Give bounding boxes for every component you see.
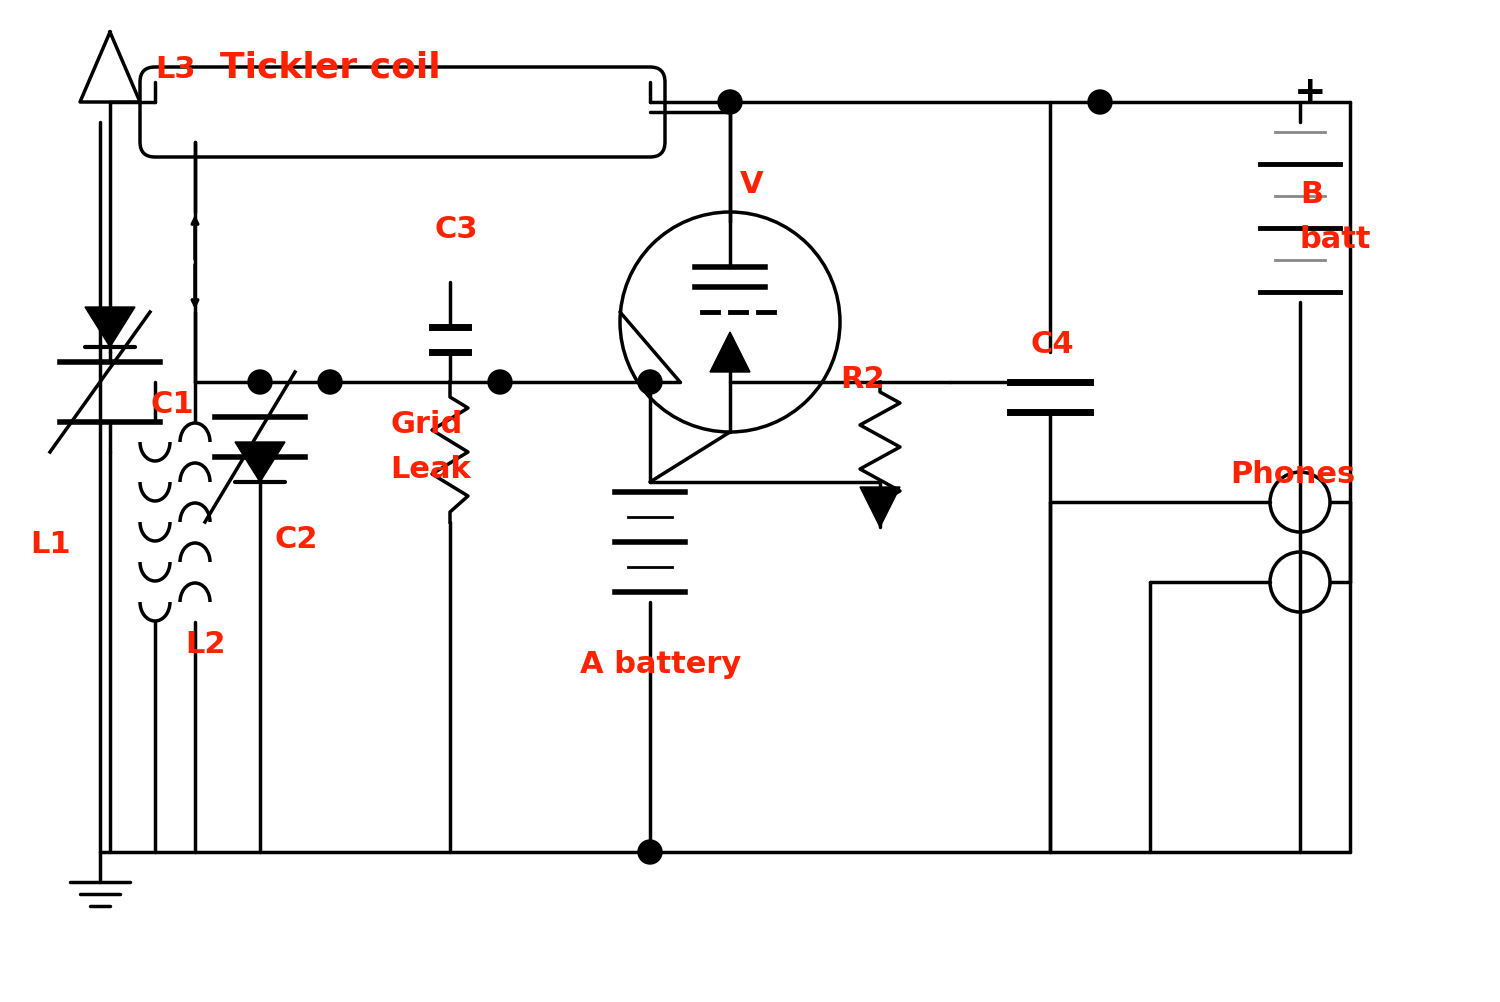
Circle shape: [638, 371, 662, 395]
Text: +: +: [1293, 74, 1326, 112]
Polygon shape: [710, 333, 750, 373]
Text: Tickler coil: Tickler coil: [220, 51, 441, 85]
Circle shape: [1088, 91, 1112, 115]
Text: B: B: [1300, 179, 1323, 208]
Polygon shape: [859, 488, 900, 527]
Circle shape: [248, 371, 272, 395]
Text: L2: L2: [184, 629, 225, 658]
Text: C2: C2: [274, 524, 318, 553]
Circle shape: [488, 371, 512, 395]
Circle shape: [318, 371, 342, 395]
Text: batt: batt: [1300, 224, 1371, 254]
Text: Grid: Grid: [390, 410, 462, 439]
Circle shape: [718, 91, 742, 115]
Text: Leak: Leak: [390, 455, 471, 484]
Text: Phones: Phones: [1230, 460, 1356, 489]
Text: A battery: A battery: [580, 649, 741, 678]
Text: C3: C3: [435, 214, 478, 243]
Text: R2: R2: [840, 365, 885, 394]
Polygon shape: [86, 308, 135, 348]
Text: V: V: [740, 169, 764, 198]
Polygon shape: [236, 443, 285, 483]
Text: C1: C1: [150, 390, 194, 419]
Text: C4: C4: [1030, 330, 1074, 359]
Text: L3: L3: [154, 55, 195, 84]
Circle shape: [638, 840, 662, 864]
Text: L1: L1: [30, 529, 70, 558]
